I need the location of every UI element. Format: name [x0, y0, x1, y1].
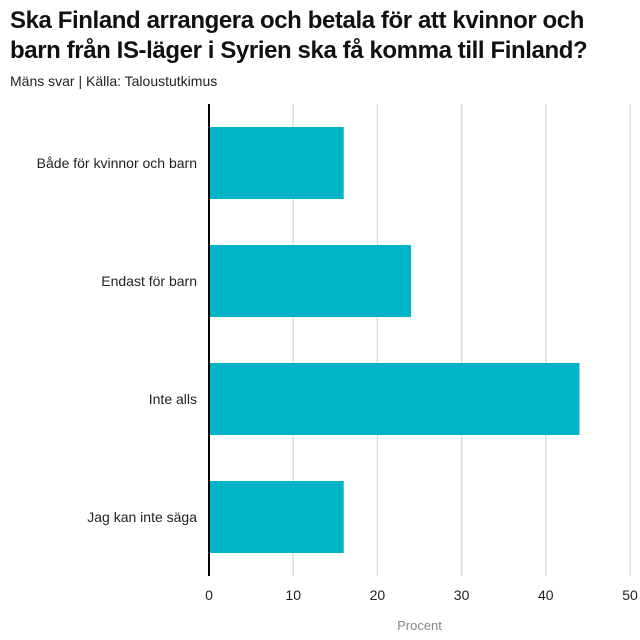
x-tick-label: 40 — [538, 587, 554, 603]
chart-subtitle: Mäns svar | Källa: Taloustutkimus — [10, 73, 218, 89]
bar — [209, 363, 580, 435]
x-tick-label: 0 — [205, 587, 213, 603]
x-tick-label: 30 — [454, 587, 470, 603]
category-label: Både för kvinnor och barn — [37, 155, 197, 171]
category-label: Endast för barn — [101, 273, 197, 289]
x-tick-label: 10 — [285, 587, 301, 603]
bar — [209, 245, 412, 317]
category-label: Jag kan inte säga — [87, 509, 197, 525]
category-label: Inte alls — [149, 391, 197, 407]
x-tick-label: 50 — [622, 587, 638, 603]
bar — [209, 481, 344, 553]
x-axis-title: Procent — [397, 618, 442, 633]
bar — [209, 127, 344, 199]
x-tick-label: 20 — [370, 587, 386, 603]
chart-title: Ska Finland arrangera och betala för att… — [10, 7, 588, 64]
